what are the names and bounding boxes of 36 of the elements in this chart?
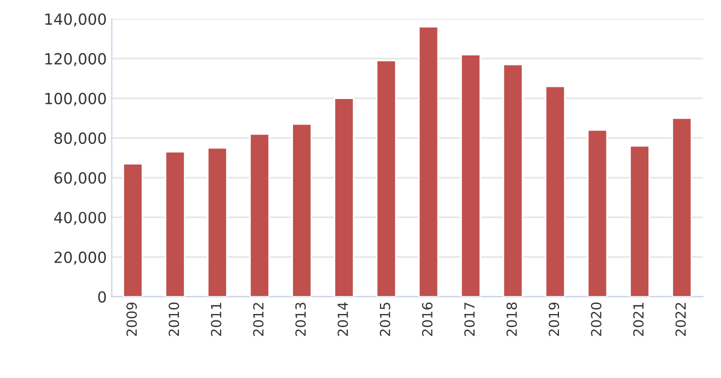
x-tick-label: 2014 [338, 302, 348, 336]
bar [544, 86, 566, 297]
bar [376, 60, 396, 297]
x-tick-label: 2017 [464, 302, 475, 336]
bar [460, 54, 481, 297]
y-tick-label: 40,000 [54, 212, 106, 225]
x-tick-label: 2021 [633, 302, 644, 336]
y-tick-label: 80,000 [54, 132, 106, 146]
y-tick-label: 60,000 [54, 172, 106, 186]
x-tick-label: 2019 [548, 302, 560, 336]
y-tick-label: 140,000 [45, 13, 106, 26]
x-tick-label: 2010 [168, 302, 180, 336]
x-tick-label: 2012 [253, 302, 264, 336]
bar [249, 133, 270, 297]
x-tick-label: 2015 [380, 302, 390, 336]
y-tick-label: 20,000 [54, 252, 106, 265]
x-tick-label: 2011 [210, 302, 222, 336]
x-tick-label: 2022 [675, 302, 686, 336]
bar [207, 147, 228, 297]
bar [418, 26, 439, 297]
y-tick-label: 100,000 [45, 92, 106, 106]
x-tick-label: 2018 [506, 302, 517, 336]
bar [629, 145, 650, 297]
bar [672, 117, 692, 297]
x-tick-label: 2009 [126, 302, 137, 336]
bar [164, 151, 186, 297]
x-tick-label: 2016 [422, 302, 433, 336]
bar [292, 123, 312, 297]
bar [502, 64, 524, 297]
bar [122, 163, 144, 297]
y-tick-label: 0 [98, 291, 106, 303]
bar [334, 98, 354, 297]
x-tick-label: 2013 [295, 302, 306, 336]
bar [587, 129, 608, 297]
x-tick-label: 2020 [590, 302, 602, 336]
y-tick-label: 120,000 [45, 53, 106, 66]
